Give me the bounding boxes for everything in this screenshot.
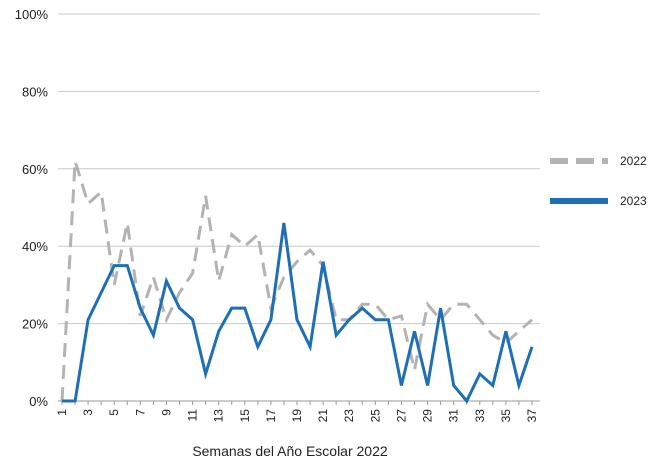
x-tick-label: 33 (473, 409, 487, 423)
x-tick-label: 19 (290, 409, 304, 423)
x-axis-label: Semanas del Año Escolar 2022 (192, 443, 388, 459)
x-tick-label: 17 (264, 409, 278, 423)
x-tick-label: 9 (159, 409, 173, 416)
legend: 2022 2023 (550, 154, 647, 208)
legend-label-2022: 2022 (620, 154, 647, 168)
x-tick-label: 29 (421, 409, 435, 423)
y-tick-label: 40% (22, 239, 48, 254)
x-tick-label: 25 (368, 409, 382, 423)
x-tick-label: 27 (394, 409, 408, 423)
x-axis: 1 3 5 7 9 11 13 15 17 19 21 23 25 27 29 31 33 35 37 (55, 401, 539, 422)
legend-label-2023: 2023 (620, 194, 647, 208)
x-tick-label: 1 (55, 409, 69, 416)
x-tick-label: 37 (525, 409, 539, 423)
x-tick-label: 35 (499, 409, 513, 423)
x-tick-label: 13 (212, 409, 226, 423)
x-tick-label: 7 (133, 409, 147, 416)
y-tick-label: 60% (22, 162, 48, 177)
x-tick-label: 5 (107, 409, 121, 416)
series-lines (60, 160, 534, 404)
x-tick-label: 31 (447, 409, 461, 423)
y-tick-label: 0% (29, 394, 48, 409)
y-tick-label: 80% (22, 84, 48, 99)
gridlines (58, 13, 540, 402)
y-tick-label: 100% (15, 7, 49, 22)
y-axis-ticks: 0% 20% 40% 60% 80% 100% (15, 7, 49, 409)
x-tick-label: 11 (186, 409, 200, 422)
series-line-2023 (62, 222, 534, 404)
x-tick-label: 15 (238, 409, 252, 423)
x-tick-label: 21 (316, 409, 330, 423)
x-tick-label: 3 (81, 409, 95, 416)
series-line-2022 (60, 160, 533, 402)
y-tick-label: 20% (22, 317, 48, 332)
x-tick-label: 23 (342, 409, 356, 423)
